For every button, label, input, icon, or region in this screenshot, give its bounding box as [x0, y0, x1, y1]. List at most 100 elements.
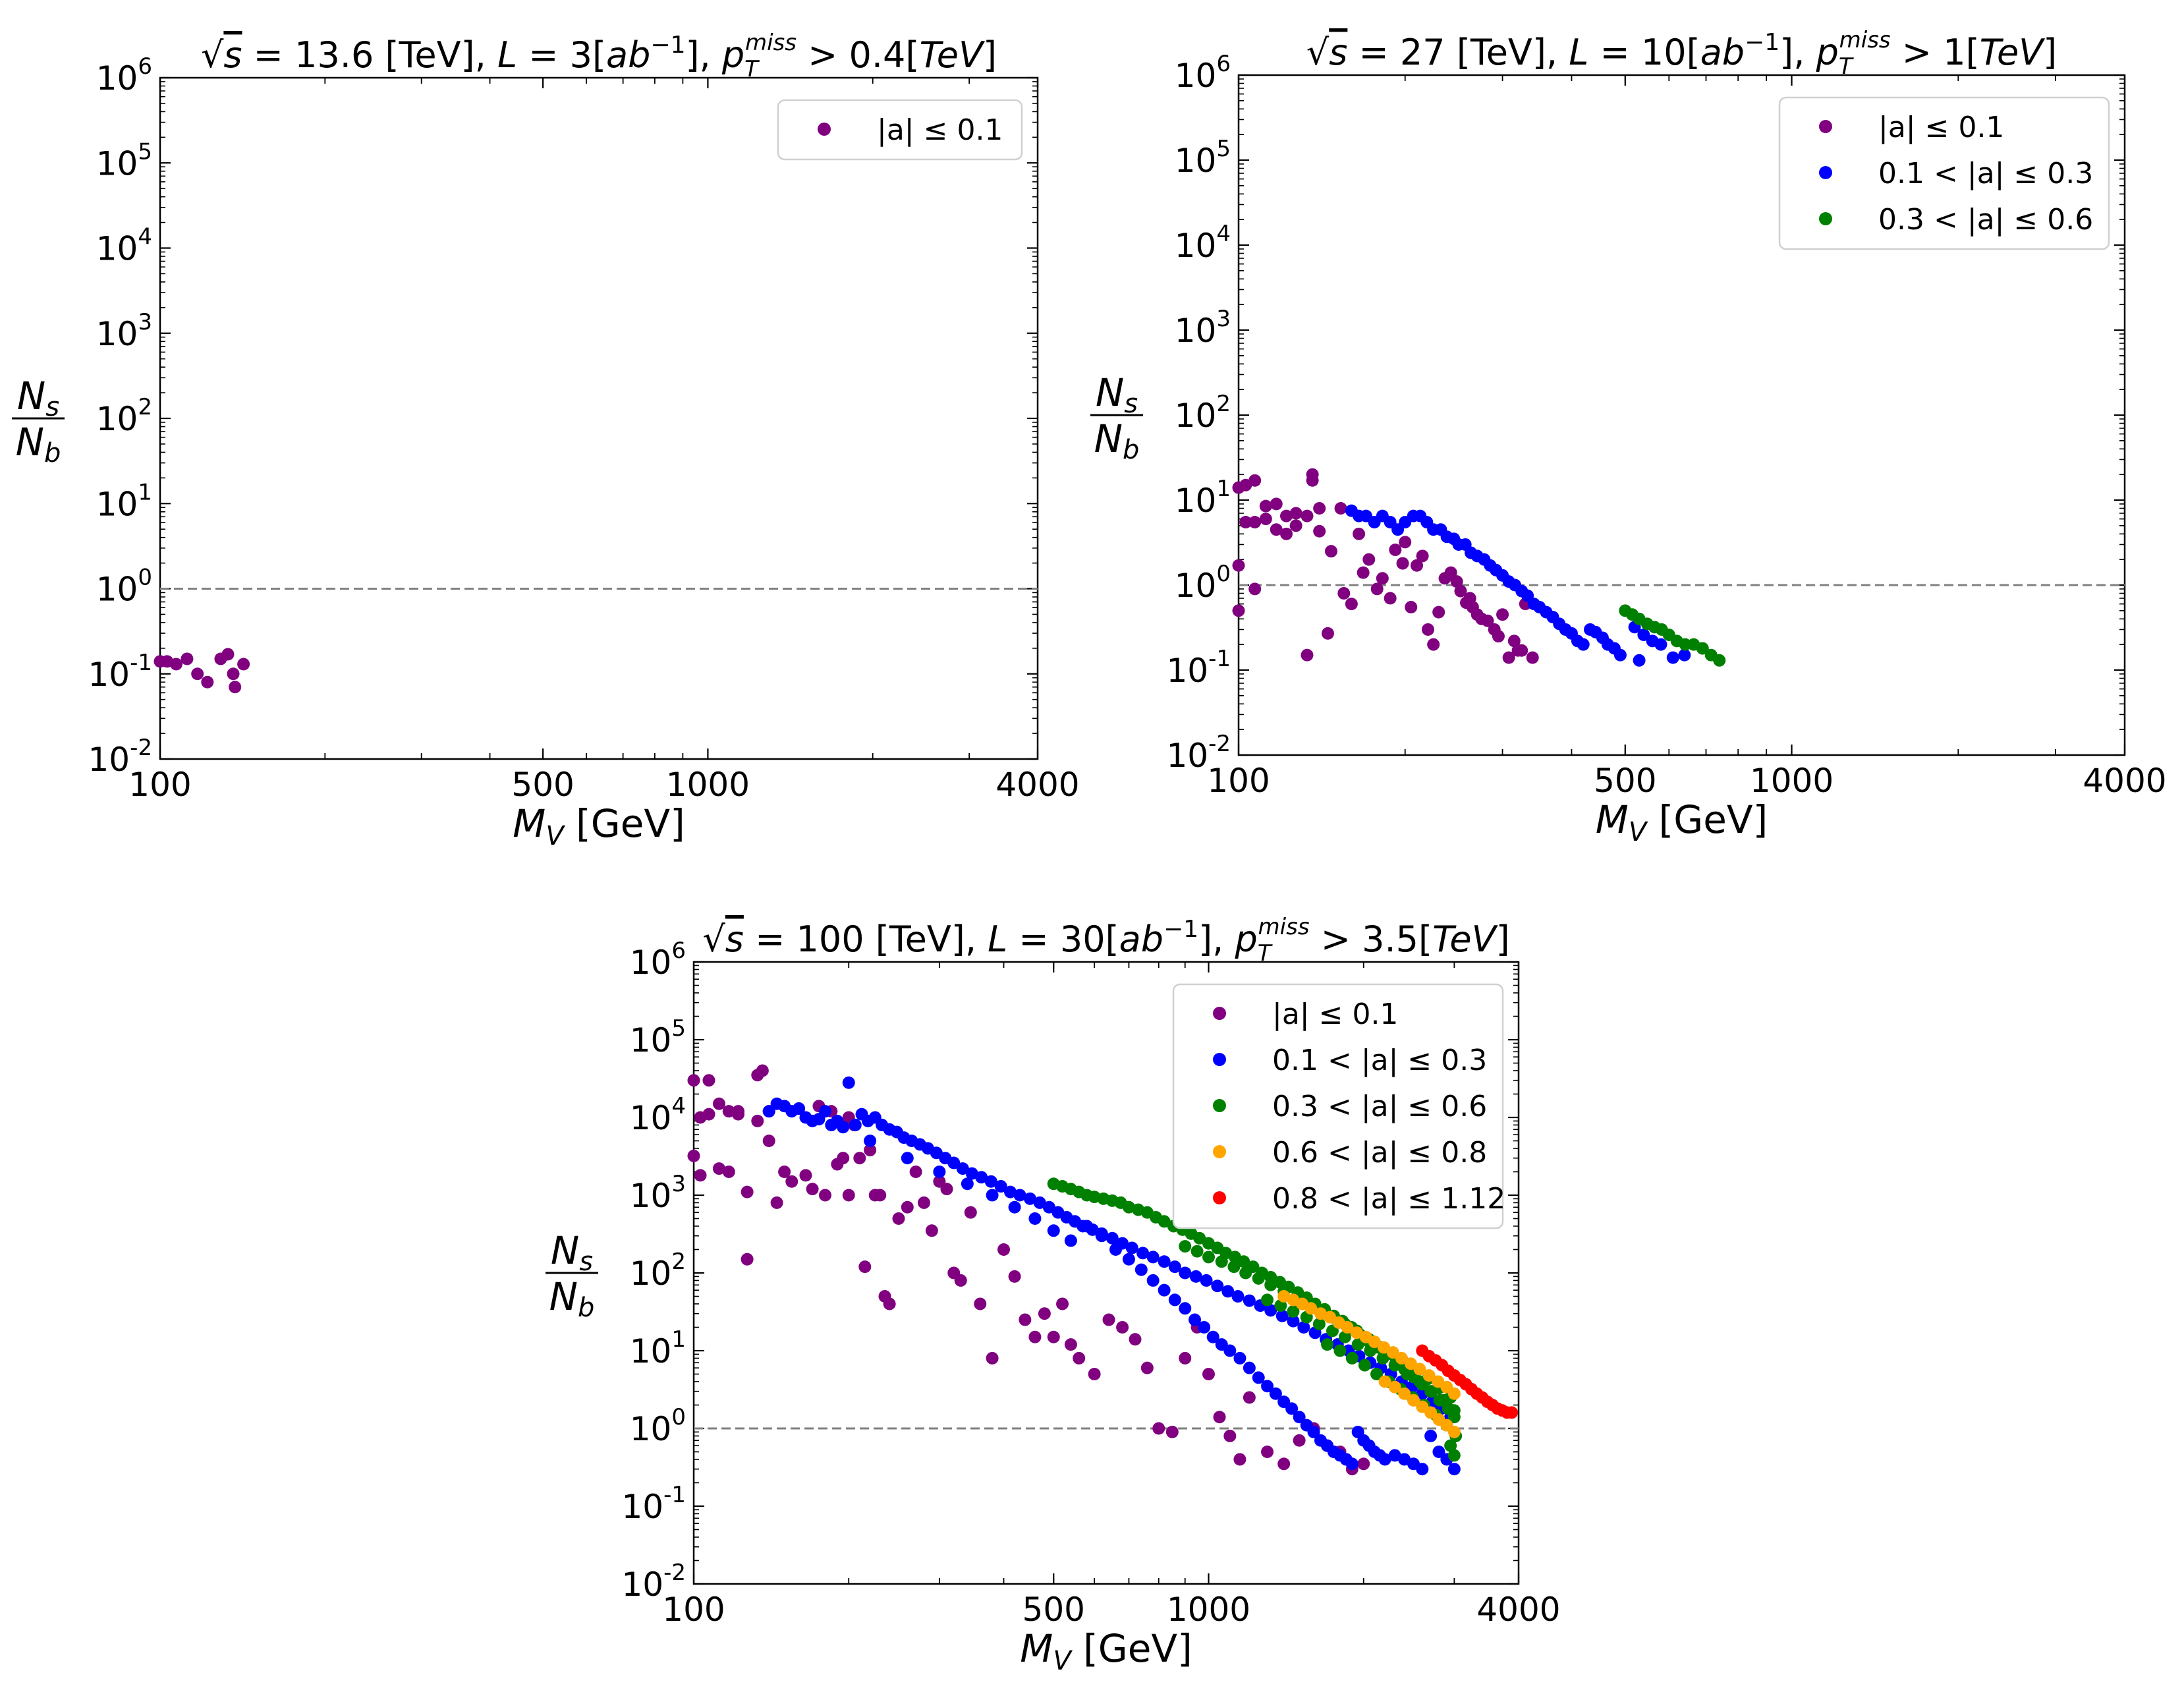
- chart-3-series-2: [762, 1076, 1461, 1476]
- chart-3-data-point: [1202, 1251, 1215, 1264]
- chart-2-y-tick-label: 101: [1175, 476, 1231, 520]
- chart-3-x-tick-label: 100: [662, 1591, 725, 1629]
- chart-2-data-point: [1289, 507, 1302, 520]
- chart-3-data-point: [1231, 1290, 1245, 1303]
- chart-3-data-point: [994, 1180, 1007, 1193]
- chart-1-legend-box: [777, 99, 1023, 161]
- chart-3-data-point: [687, 1149, 700, 1162]
- chart-3-data-point: [933, 1165, 946, 1178]
- chart-2-legend-box: [1778, 96, 2110, 250]
- chart-3-data-point: [1293, 1411, 1306, 1424]
- chart-2-legend-marker: [1819, 212, 1832, 225]
- chart-3-data-point: [864, 1144, 877, 1157]
- chart-2-data-point: [1654, 638, 1667, 651]
- chart-2-data-point: [1411, 559, 1424, 572]
- chart-3-data-point: [762, 1135, 775, 1148]
- chart-2-series-1: [1232, 468, 1539, 664]
- chart-3-data-point: [1277, 1457, 1291, 1471]
- chart-1-group: 100 500 1000 4000 10-2 10-1 100 101 102 103 104 105…: [12, 30, 1080, 851]
- chart-3-data-point: [1416, 1463, 1429, 1476]
- chart-3-data-point: [901, 1152, 914, 1165]
- chart-3-data-point: [1447, 1449, 1461, 1462]
- chart-3-data-point: [1223, 1344, 1237, 1357]
- chart-3-legend: |a| ≤ 0.1 0.1 < |a| ≤ 0.3 0.3 < |a| ≤ 0.6 0…: [1172, 983, 1505, 1229]
- chart-2-data-point: [1696, 642, 1709, 655]
- chart-3-data-point: [1447, 1463, 1461, 1476]
- chart-2-data-point: [1270, 497, 1283, 511]
- chart-3-data-point: [901, 1200, 914, 1214]
- chart-3-data-point: [1243, 1391, 1256, 1404]
- chart-3-data-point: [1158, 1255, 1171, 1268]
- chart-1-legend-label: |a| ≤ 0.1: [877, 113, 1003, 147]
- chart-2-data-point: [1399, 536, 1412, 549]
- chart-3-data-point: [694, 1169, 707, 1182]
- chart-3-data-point: [1447, 1425, 1461, 1438]
- chart-3-y-tick-label: 102: [630, 1249, 686, 1293]
- chart-3-data-point: [1388, 1380, 1401, 1394]
- chart-3-data-point: [1233, 1453, 1246, 1466]
- chart-3-data-point: [849, 1118, 862, 1131]
- chart-3-data-point: [986, 1189, 999, 1202]
- chart-3-data-point: [687, 1074, 700, 1087]
- chart-3-data-point: [1345, 1457, 1358, 1471]
- chart-2-y-tick-label: 103: [1175, 306, 1231, 350]
- chart-3-data-point: [1277, 1290, 1291, 1303]
- chart-3-data-point: [1200, 1274, 1213, 1287]
- chart-3-data-point: [997, 1243, 1011, 1256]
- chart-3-data-point: [1215, 1255, 1228, 1268]
- chart-3-legend-marker: [1213, 1099, 1226, 1112]
- chart-3-y-tick-label: 103: [630, 1171, 686, 1215]
- chart-3-data-point: [1013, 1189, 1026, 1202]
- chart-2-title: √s = 27 [TeV], L = 10[ab−1], pTmiss > 1[…: [1306, 27, 2057, 80]
- chart-3-data-point: [1261, 1380, 1274, 1393]
- chart-3-data-point: [1158, 1283, 1171, 1297]
- chart-2-data-point: [1345, 598, 1358, 611]
- chart-3-data-point: [1056, 1297, 1069, 1310]
- chart-3-data-point: [1064, 1338, 1077, 1351]
- chart-2-legend-marker: [1819, 120, 1832, 133]
- chart-1-y-tick-label: 100: [96, 565, 152, 609]
- chart-3-data-point: [1307, 1425, 1320, 1438]
- chart-3-data-point: [874, 1189, 887, 1202]
- chart-3-y-tick-label: 101: [630, 1326, 686, 1370]
- chart-3-data-point: [770, 1196, 783, 1209]
- chart-3-data-point: [853, 1152, 866, 1165]
- chart-3-data-point: [1116, 1320, 1129, 1334]
- chart-2-data-point: [1492, 630, 1505, 643]
- chart-3-data-point: [1444, 1439, 1457, 1452]
- chart-3-group: 100 500 1000 4000 10-2 10-1 100 101 102 103 104 105…: [546, 914, 1561, 1676]
- chart-3-data-point: [1140, 1361, 1154, 1374]
- chart-3-y-tick-label: 105: [630, 1015, 686, 1059]
- chart-3-data-point: [837, 1152, 850, 1165]
- chart-3-data-point: [1136, 1247, 1150, 1260]
- chart-3-data-point: [1073, 1351, 1086, 1365]
- chart-2-y-tick-label: 106: [1175, 51, 1231, 95]
- chart-2-data-point: [1713, 654, 1726, 667]
- chart-3-data-point: [1028, 1330, 1042, 1343]
- chart-3-series-4: [1277, 1290, 1461, 1438]
- chart-3-data-point: [751, 1114, 764, 1127]
- chart-2-data-point: [1248, 515, 1262, 528]
- chart-3-data-point: [1064, 1234, 1077, 1247]
- chart-3-data-point: [1358, 1359, 1371, 1372]
- chart-3-data-point: [1023, 1192, 1036, 1205]
- chart-2-data-point: [1396, 557, 1409, 570]
- chart-3-data-point: [1168, 1293, 1181, 1307]
- chart-3-data-point: [1227, 1260, 1241, 1274]
- chart-3-data-point: [956, 1162, 969, 1175]
- chart-3-data-point: [1004, 1185, 1017, 1198]
- chart-3-data-point: [1425, 1385, 1438, 1398]
- chart-3-legend-label: |a| ≤ 0.1: [1272, 998, 1398, 1031]
- chart-3-data-point: [1221, 1285, 1235, 1298]
- chart-3-data-point: [947, 1156, 961, 1169]
- chart-2-x-tick-label: 100: [1207, 762, 1270, 800]
- chart-3-data-point: [741, 1253, 754, 1266]
- chart-3-data-point: [986, 1351, 999, 1365]
- chart-3-data-point: [842, 1076, 855, 1089]
- chart-2-data-point: [1334, 502, 1347, 515]
- chart-3-data-point: [984, 1175, 997, 1188]
- chart-3-data-point: [883, 1297, 896, 1310]
- chart-3-data-point: [1378, 1453, 1391, 1466]
- chart-3-data-point: [1129, 1333, 1142, 1346]
- chart-3-data-point: [1179, 1302, 1192, 1315]
